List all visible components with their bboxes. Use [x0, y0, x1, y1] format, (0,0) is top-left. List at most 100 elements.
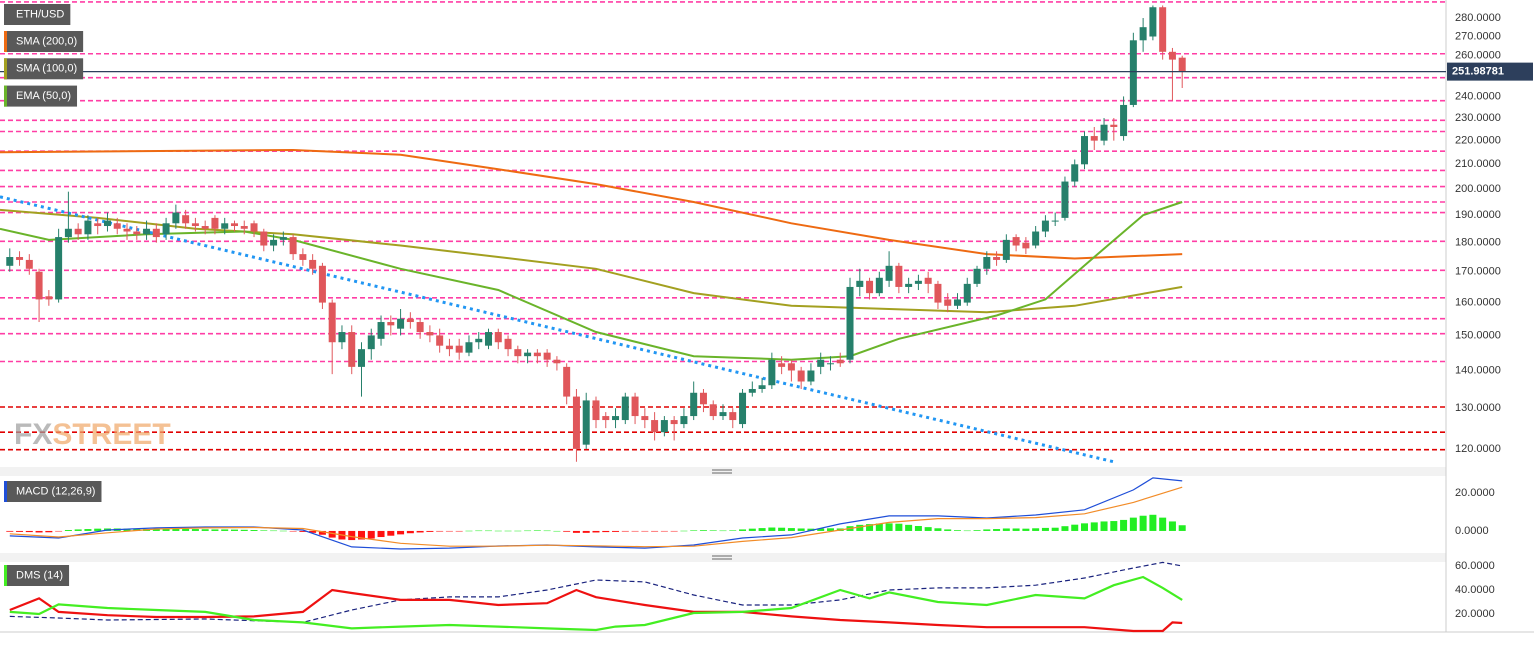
histogram-bar	[55, 530, 63, 532]
candle-body	[1139, 27, 1147, 41]
legend-swatch	[4, 31, 7, 52]
y-tick-label: 40.0000	[1455, 584, 1495, 596]
histogram-bar	[221, 529, 229, 531]
candle-body	[807, 370, 815, 382]
histogram-bar	[670, 530, 678, 532]
histogram-bar	[807, 528, 815, 531]
histogram-bar	[1120, 519, 1128, 531]
histogram-bar	[739, 529, 747, 531]
candle-body	[455, 345, 463, 353]
y-tick-label: 0.0000	[1455, 525, 1489, 537]
histogram-bar	[592, 530, 600, 533]
candle-body	[934, 283, 942, 303]
histogram-bar	[856, 524, 864, 531]
histogram-bar	[768, 527, 776, 531]
histogram-bar	[973, 530, 981, 531]
candle-body	[1159, 7, 1167, 52]
candle-body	[1032, 231, 1040, 246]
histogram-bar	[260, 530, 268, 531]
histogram-bar	[1139, 515, 1147, 531]
candle-body	[1022, 242, 1030, 249]
candle-body	[6, 257, 14, 266]
watermark: STREET	[52, 418, 170, 451]
legend-swatch	[4, 58, 7, 80]
histogram-bar	[318, 530, 326, 535]
histogram-bar	[826, 528, 834, 531]
candle-body	[797, 370, 805, 382]
histogram-bar	[416, 530, 424, 533]
candle-body	[299, 254, 307, 260]
candle-body	[729, 412, 737, 421]
candle-body	[172, 212, 180, 224]
candle-body	[983, 257, 991, 269]
histogram-bar	[1002, 528, 1010, 531]
candle-body	[582, 400, 590, 445]
histogram-bar	[358, 530, 365, 540]
candle-body	[758, 385, 766, 389]
histogram-bar	[485, 530, 493, 532]
candle-body	[338, 332, 346, 343]
candle-body	[719, 412, 727, 417]
y-tick-label: 280.0000	[1455, 12, 1501, 24]
candle-body	[221, 223, 229, 229]
histogram-bar	[993, 529, 1001, 531]
histogram-bar	[35, 530, 43, 533]
candle-body	[211, 217, 219, 229]
histogram-bar	[348, 530, 356, 541]
histogram-bar	[787, 528, 795, 531]
candle-body	[953, 299, 961, 306]
legend-swatch	[4, 85, 7, 107]
y-tick-label: 190.0000	[1455, 209, 1501, 221]
candle-body	[1012, 237, 1020, 246]
candle-body	[289, 237, 297, 255]
candle-body	[1178, 57, 1186, 72]
candle-body	[826, 363, 834, 365]
histogram-bar	[572, 530, 580, 533]
histogram-bar	[758, 528, 766, 531]
histogram-bar	[211, 529, 219, 531]
y-tick-label: 20.0000	[1455, 608, 1495, 620]
histogram-bar	[133, 528, 141, 531]
candle-body	[504, 338, 512, 350]
histogram-bar	[230, 529, 238, 531]
candle-body	[485, 332, 493, 346]
histogram-bar	[1178, 525, 1186, 531]
candle-body	[602, 416, 610, 421]
histogram-bar	[963, 530, 971, 532]
moving-average	[0, 148, 1183, 260]
histogram-bar	[797, 528, 805, 531]
histogram-bar	[895, 523, 903, 531]
candle-body	[768, 359, 776, 386]
trendline	[0, 195, 1115, 464]
y-tick-label: 160.0000	[1455, 296, 1501, 308]
candle-body	[1129, 40, 1137, 105]
legend-box	[4, 565, 70, 586]
candle-body	[1090, 136, 1098, 141]
candle-body	[660, 420, 668, 433]
candle-body	[328, 302, 336, 343]
candle-body	[524, 352, 532, 357]
candle-body	[514, 349, 522, 357]
y-tick-label: 130.0000	[1455, 402, 1501, 414]
candle-body	[94, 223, 102, 227]
histogram-bar	[1110, 521, 1118, 531]
legend-label: SMA (200,0)	[16, 35, 77, 47]
histogram-bar	[934, 528, 942, 531]
candle-body	[1071, 164, 1079, 182]
legend-box	[4, 481, 102, 502]
candle-body	[612, 416, 620, 421]
histogram-bar	[279, 530, 287, 532]
histogram-bar	[494, 530, 502, 532]
histogram-bar	[602, 530, 610, 533]
candle-body	[436, 335, 444, 346]
candle-body	[778, 363, 786, 367]
candle-body	[817, 359, 825, 367]
histogram-bar	[328, 530, 336, 538]
histogram-bar	[406, 530, 414, 534]
histogram-bar	[45, 530, 53, 533]
legend-label: DMS (14)	[16, 569, 63, 581]
candle-body	[25, 259, 33, 269]
histogram-bar	[1051, 527, 1059, 531]
divider-handle[interactable]	[712, 469, 732, 560]
